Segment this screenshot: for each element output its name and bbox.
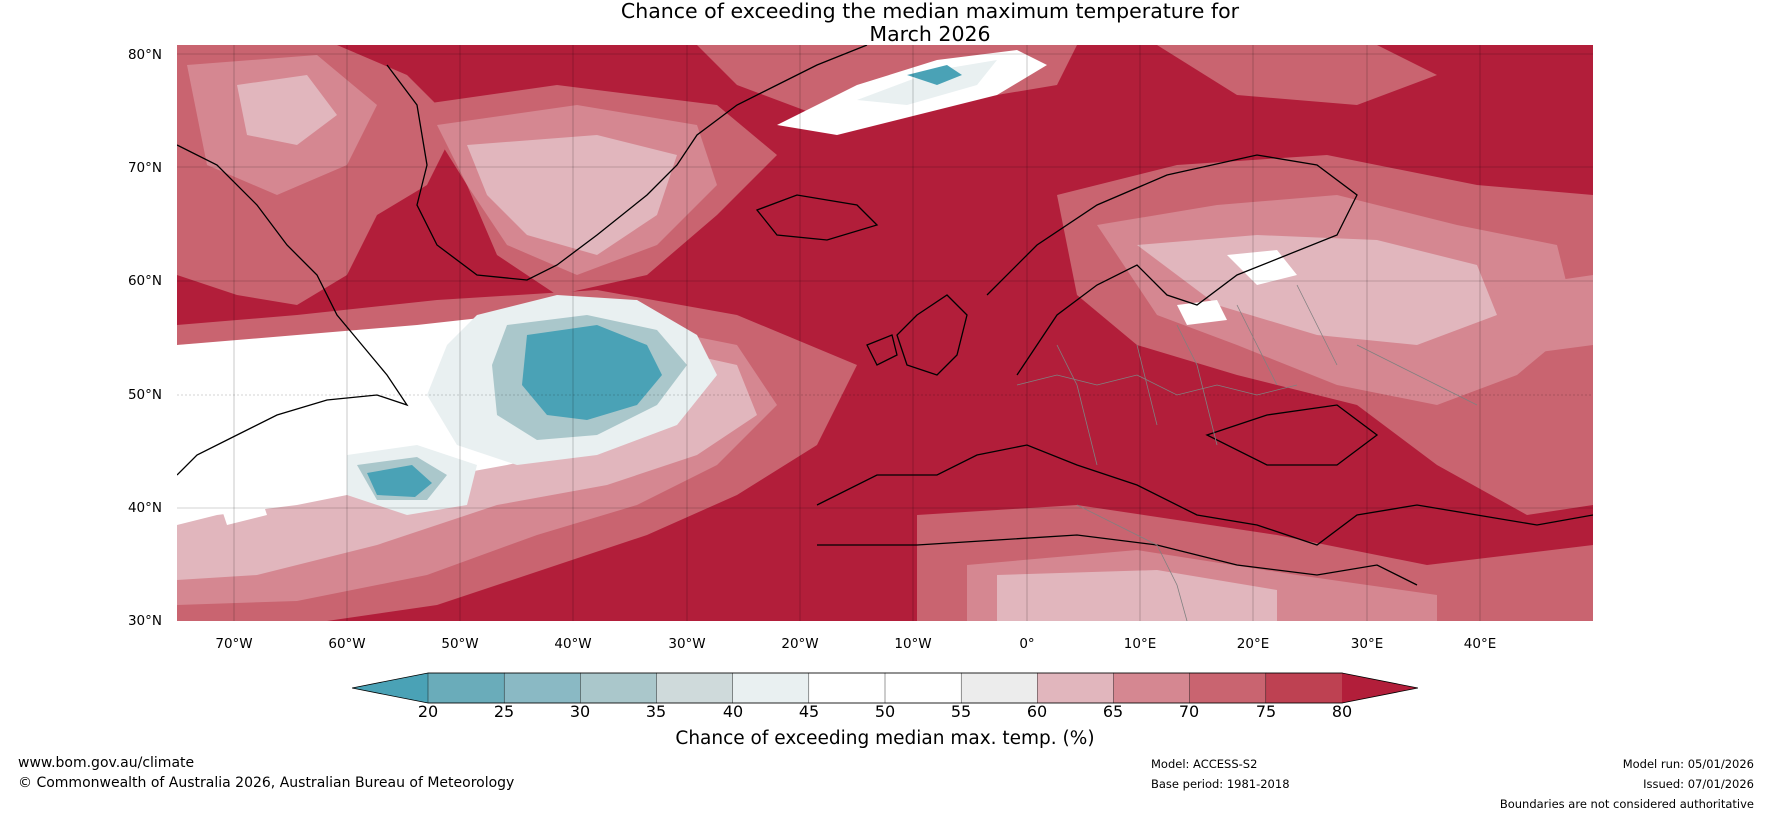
colorbar-segment [503, 672, 582, 704]
shade-band-20-25 [367, 65, 962, 497]
footer-copyright: © Commonwealth of Australia 2026, Austra… [18, 775, 515, 791]
southern-europe-coast [816, 444, 1593, 546]
colorbar [352, 672, 1418, 704]
north-america-coast [177, 144, 409, 476]
colorbar-segment [656, 672, 734, 704]
lon-label-10e: 10°E [1123, 636, 1157, 652]
lat-label-50n: 50°N [127, 387, 162, 403]
coastlines [177, 45, 1593, 586]
colorbar-tick-25: 25 [493, 702, 515, 721]
colorbar-segment [1265, 672, 1343, 704]
colorbar-tick-40: 40 [722, 702, 744, 721]
black-sea-coast [1205, 404, 1379, 466]
ireland-coast [866, 334, 898, 366]
footer-base-period: Base period: 1981-2018 [1151, 777, 1290, 791]
lon-label-50w: 50°W [441, 636, 479, 652]
map-title: Chance of exceeding the median maximum t… [0, 0, 1770, 46]
colorbar-segment [732, 672, 810, 704]
lon-label-40e: 40°E [1463, 636, 1497, 652]
map-svg [177, 45, 1593, 621]
graticule [177, 45, 1593, 621]
colorbar-tick-35: 35 [645, 702, 667, 721]
colorbar-tick-75: 75 [1255, 702, 1277, 721]
lon-label-40w: 40°W [554, 636, 592, 652]
lon-label-0: 0° [1019, 636, 1035, 652]
footer-model-run: Model run: 05/01/2026 [1622, 757, 1754, 771]
lon-label-70w: 70°W [215, 636, 253, 652]
lon-label-10w: 10°W [894, 636, 932, 652]
colorbar-outline [352, 672, 1418, 704]
lon-label-30w: 30°W [668, 636, 706, 652]
colorbar-title: Chance of exceeding median max. temp. (%… [675, 728, 1095, 749]
colorbar-tick-45: 45 [798, 702, 820, 721]
lat-label-80n: 80°N [127, 47, 162, 63]
colorbar-tick-65: 65 [1102, 702, 1124, 721]
colorbar-segment [1189, 672, 1267, 704]
country-borders [1016, 284, 1478, 621]
map-title-line2: March 2026 [869, 22, 991, 46]
colorbar-tick-50: 50 [874, 702, 896, 721]
lon-label-20e: 20°E [1236, 636, 1270, 652]
footer-disclaimer: Boundaries are not considered authoritat… [1499, 797, 1754, 811]
footer-model: Model: ACCESS-S2 [1151, 757, 1258, 771]
colorbar-segment [884, 672, 962, 704]
lat-label-30n: 30°N [127, 613, 162, 629]
colorbar-segment [808, 672, 886, 704]
colorbar-segment [1037, 672, 1115, 704]
footer-issued: Issued: 07/01/2026 [1643, 777, 1754, 791]
lat-label-40n: 40°N [127, 500, 162, 516]
colorbar-extension-low [352, 673, 428, 703]
probability-map [177, 45, 1593, 621]
colorbar-tick-70: 70 [1178, 702, 1200, 721]
lon-label-60w: 60°W [328, 636, 366, 652]
scandinavia-coast [986, 154, 1358, 376]
lat-label-70n: 70°N [127, 160, 162, 176]
colorbar-segments [352, 672, 1418, 704]
colorbar-segment [427, 672, 505, 704]
colorbar-segment [1113, 672, 1191, 704]
map-title-line1: Chance of exceeding the median maximum t… [620, 0, 1240, 23]
greenland-coast [386, 45, 868, 281]
footer-website: www.bom.gov.au/climate [18, 755, 195, 771]
colorbar-tick-60: 60 [1026, 702, 1048, 721]
lon-label-30e: 30°E [1350, 636, 1384, 652]
colorbar-tick-55: 55 [950, 702, 972, 721]
colorbar-tick-80: 80 [1331, 702, 1353, 721]
colorbar-tick-30: 30 [569, 702, 591, 721]
lon-label-20w: 20°W [781, 636, 819, 652]
lat-label-60n: 60°N [127, 273, 162, 289]
british-isles-coast [896, 294, 968, 376]
iceland-coast [755, 194, 879, 241]
colorbar-tick-20: 20 [417, 702, 439, 721]
colorbar-segment [960, 672, 1039, 704]
colorbar-segment [580, 672, 658, 704]
colorbar-extension-high [1342, 673, 1418, 703]
